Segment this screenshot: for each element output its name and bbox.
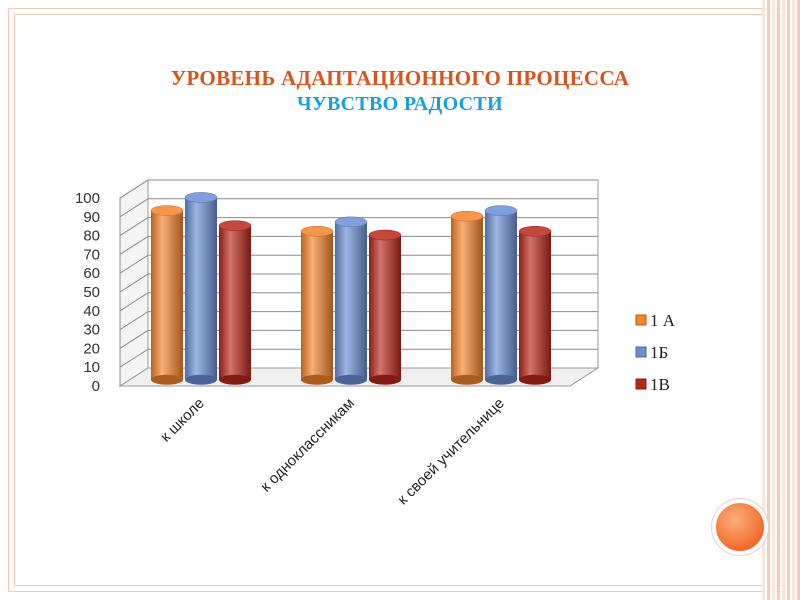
bar: [484, 205, 518, 385]
gridline: [119, 329, 598, 349]
gridline: [119, 254, 598, 274]
bar-body: [451, 216, 483, 380]
legend-swatch: [635, 378, 647, 390]
bar: [368, 229, 402, 385]
bar: [334, 216, 368, 385]
bar-body: [485, 210, 517, 380]
gridline: [119, 198, 598, 218]
y-tick-label: 80: [83, 228, 100, 245]
gridline: [119, 235, 598, 255]
legend-label: 1 А: [650, 311, 676, 330]
y-tick-label: 70: [83, 246, 100, 263]
bar-top: [334, 216, 368, 228]
legend-swatch: [635, 314, 647, 326]
bar-base: [301, 374, 333, 385]
bar-top: [218, 220, 252, 231]
bar-base: [219, 374, 251, 385]
y-tick-label: 0: [92, 378, 100, 395]
x-tick-label: к школе: [157, 395, 208, 446]
y-tick-label: 40: [83, 303, 100, 320]
bar: [150, 205, 184, 385]
legend-swatch: [635, 346, 647, 358]
x-axis-ticks: к школе к одноклассникам к своей учительни…: [157, 395, 508, 508]
legend-label: 1В: [650, 375, 670, 394]
legend-label: 1Б: [650, 343, 668, 362]
y-tick-label: 30: [83, 322, 100, 339]
bar: [300, 226, 334, 385]
bar: [218, 220, 252, 385]
bar-top: [484, 205, 518, 216]
gridline: [119, 217, 598, 237]
bar-top: [518, 226, 552, 237]
bar-base: [369, 374, 401, 385]
bar-top: [150, 205, 184, 216]
bar-base: [335, 374, 367, 385]
bar-base: [451, 374, 483, 385]
gridlines: [119, 179, 598, 368]
bars: [150, 192, 552, 385]
bar-body: [219, 225, 251, 380]
title-line-2: ЧУВСТВО РАДОСТИ: [297, 93, 503, 115]
bar: [518, 226, 552, 385]
bar-top: [450, 210, 484, 222]
bar-body: [519, 231, 551, 380]
legend: 1 А 1Б 1В: [635, 311, 676, 394]
gridline: [119, 311, 598, 331]
gridline: [119, 348, 598, 368]
bar-top: [184, 192, 218, 203]
bar: [184, 192, 218, 385]
y-tick-label: 20: [83, 340, 100, 357]
bar-body: [369, 235, 401, 380]
y-tick-label: 10: [83, 359, 100, 376]
x-tick-label: к своей учительнице: [394, 395, 507, 508]
bar-top: [368, 229, 402, 241]
bar-base: [151, 374, 183, 385]
bar-body: [185, 197, 217, 380]
bar-base: [485, 374, 517, 385]
slide-title: УРОВЕНЬ АДАПТАЦИОННОГО ПРОЦЕССА ЧУВСТВО …: [0, 66, 800, 116]
y-tick-label: 50: [83, 284, 100, 301]
decorative-stripe-band: [762, 0, 800, 600]
y-tick-label: 90: [83, 209, 100, 226]
bar-body: [301, 231, 333, 380]
bar-top: [300, 226, 334, 237]
bar-base: [519, 374, 551, 385]
bar: [450, 210, 484, 385]
y-tick-label: 60: [83, 265, 100, 282]
gridline: [119, 179, 598, 199]
y-tick-label: 100: [75, 190, 100, 207]
bar-body: [151, 210, 183, 380]
title-line-1: УРОВЕНЬ АДАПТАЦИОННОГО ПРОЦЕССА: [170, 66, 630, 90]
bar-base: [185, 374, 217, 385]
gridline: [119, 292, 598, 312]
gridline: [119, 273, 598, 293]
decorative-circle: [712, 499, 768, 555]
bar-body: [335, 221, 367, 380]
x-tick-label: к одноклассникам: [257, 395, 358, 496]
